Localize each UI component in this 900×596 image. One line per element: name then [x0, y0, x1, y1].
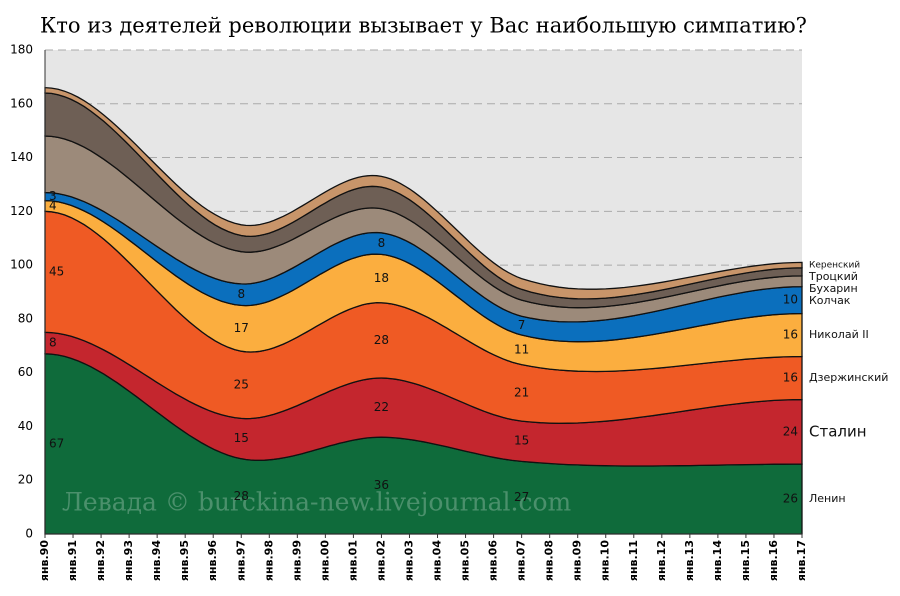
- data-label: 3: [49, 189, 57, 203]
- data-label: 28: [234, 489, 249, 503]
- chart-title: Кто из деятелей революции вызывает у Вас…: [40, 14, 807, 38]
- data-label: 18: [374, 271, 389, 285]
- legend-label: Дзержинский: [809, 371, 888, 384]
- data-label: 8: [49, 336, 57, 350]
- x-tick-label: янв.01: [346, 540, 359, 581]
- x-tick-label: янв.99: [290, 540, 303, 581]
- data-label: 28: [374, 333, 389, 347]
- legend-label: Николай II: [809, 328, 869, 341]
- x-tick-label: янв.00: [318, 540, 331, 581]
- area: [44, 86, 803, 300]
- x-tick-label: янв.11: [627, 540, 640, 581]
- x-tick-label: янв.94: [150, 540, 163, 581]
- data-label: 16: [783, 328, 798, 342]
- y-tick-label: 60: [18, 365, 33, 379]
- legend-label: Бухарин: [809, 282, 858, 295]
- legend-label: Ленин: [809, 492, 846, 505]
- x-tick-label: янв.93: [122, 540, 135, 581]
- y-tick-label: 180: [10, 43, 33, 57]
- x-tick-label: янв.12: [655, 540, 668, 581]
- x-tick-label: янв.91: [66, 540, 79, 581]
- x-tick-label: янв.15: [739, 540, 752, 581]
- x-tick-label: янв.08: [543, 540, 556, 581]
- x-tick-label: янв.13: [683, 540, 696, 581]
- x-tick-label: янв.03: [402, 540, 415, 581]
- x-tick-label: янв.98: [262, 540, 275, 581]
- x-tick-label: янв.14: [711, 540, 724, 581]
- data-label: 26: [783, 492, 798, 506]
- data-label: 22: [374, 400, 389, 414]
- watermark: Левада © burckina-new.livejournal.com: [62, 488, 572, 517]
- data-label: 24: [783, 424, 798, 438]
- y-tick-label: 100: [10, 258, 33, 272]
- legend-label: Керенский: [809, 261, 860, 271]
- data-label: 8: [237, 287, 245, 301]
- x-tick-label: янв.06: [487, 540, 500, 581]
- y-tick-label: 40: [18, 419, 33, 433]
- x-tick-label: янв.04: [431, 540, 444, 581]
- data-label: 7: [518, 318, 526, 332]
- data-label: 21: [514, 385, 529, 399]
- x-tick-label: янв.16: [767, 540, 780, 581]
- x-tick-label: янв.97: [234, 540, 247, 581]
- data-label: 15: [514, 434, 529, 448]
- data-label: 10: [783, 293, 798, 307]
- data-label: 17: [234, 321, 249, 335]
- data-label: 25: [234, 377, 249, 391]
- y-tick-label: 160: [10, 96, 33, 110]
- x-tick-label: янв.17: [795, 540, 808, 581]
- y-tick-label: 140: [10, 150, 33, 164]
- legend-label: Сталин: [809, 422, 867, 440]
- x-tick-label: янв.95: [178, 540, 191, 581]
- x-tick-label: янв.09: [571, 540, 584, 581]
- data-label: 45: [49, 264, 64, 278]
- x-tick-label: янв.07: [515, 540, 528, 581]
- data-label: 8: [378, 236, 386, 250]
- data-label: 16: [783, 371, 798, 385]
- legend-label: Колчак: [809, 294, 851, 307]
- data-label: 36: [374, 478, 389, 492]
- x-tick-label: янв.90: [38, 540, 51, 581]
- x-tick-label: янв.05: [459, 540, 472, 581]
- data-label: 27: [514, 490, 529, 504]
- y-tick-label: 120: [10, 204, 33, 218]
- x-tick-label: янв.96: [206, 540, 219, 581]
- y-tick-label: 80: [18, 311, 33, 325]
- legend-label: Троцкий: [808, 270, 858, 283]
- data-label: 4: [49, 198, 57, 212]
- x-tick-label: янв.02: [374, 540, 387, 581]
- y-tick-label: 20: [18, 473, 33, 487]
- x-tick-label: янв.10: [599, 540, 612, 581]
- x-tick-label: янв.92: [94, 540, 107, 581]
- data-label: 15: [234, 431, 249, 445]
- data-label: 67: [49, 436, 64, 450]
- data-label: 11: [514, 342, 529, 356]
- y-tick-label: 0: [25, 527, 33, 541]
